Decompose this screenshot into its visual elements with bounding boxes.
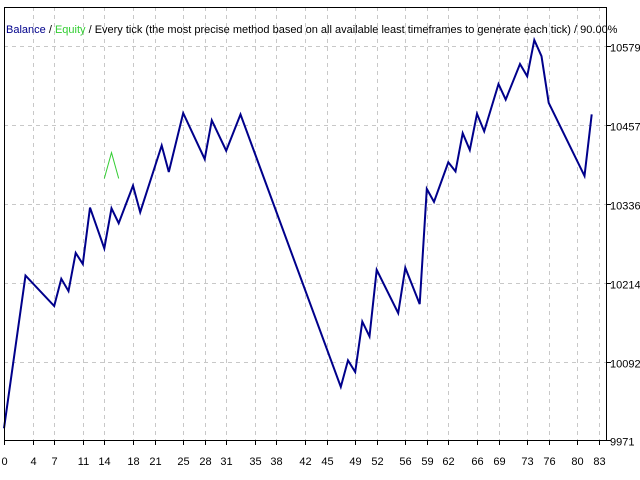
x-tick-label: 14 — [98, 456, 110, 468]
equity-series-line — [103, 150, 120, 179]
header-separator: / — [571, 24, 580, 36]
axes: 0 4 7 11 14 18 21 25 28 31 35 38 42 45 49 52 56 59 62 66 69 7… — [1, 43, 640, 469]
x-tick-label: 42 — [299, 456, 311, 468]
x-tick-label: 21 — [149, 456, 161, 468]
y-tick-label: 10092 — [610, 359, 640, 371]
x-tick-label: 80 — [571, 456, 583, 468]
x-tick-label: 73 — [521, 456, 533, 468]
x-tick-label: 62 — [442, 456, 454, 468]
x-tick-label: 45 — [321, 456, 333, 468]
x-tick-label: 66 — [471, 456, 483, 468]
x-tick-label: 0 — [1, 456, 7, 468]
x-tick-label: 83 — [593, 456, 605, 468]
test-model-description: Every tick (the most precise method base… — [95, 24, 571, 36]
x-tick-label: 38 — [270, 456, 282, 468]
grid — [4, 7, 606, 441]
series-layer — [3, 36, 593, 429]
x-tick-label: 31 — [220, 456, 232, 468]
x-tick-label: 35 — [249, 456, 261, 468]
x-tick-label: 59 — [421, 456, 433, 468]
x-tick-label: 49 — [349, 456, 361, 468]
x-tick-label: 25 — [177, 456, 189, 468]
x-tick-label: 7 — [51, 456, 57, 468]
y-tick-label: 9971 — [610, 437, 634, 449]
x-tick-label: 4 — [30, 456, 36, 468]
y-tick-label: 10457 — [610, 122, 640, 134]
y-tick-label: 10336 — [610, 201, 640, 213]
modelling-quality: 90.00% — [580, 24, 618, 36]
y-tick-label: 10214 — [610, 280, 640, 292]
x-tick-label: 56 — [399, 456, 411, 468]
header-separator: / — [86, 24, 95, 36]
x-tick-label: 76 — [543, 456, 555, 468]
balance-series-line — [3, 36, 593, 429]
chart-header: Balance / Equity / Every tick (the most … — [6, 24, 618, 36]
legend-balance: Balance — [6, 24, 46, 36]
x-tick-label: 52 — [371, 456, 383, 468]
legend-equity: Equity — [55, 24, 86, 36]
x-tick-label: 11 — [78, 456, 89, 468]
x-tick-label: 69 — [493, 456, 505, 468]
header-separator: / — [46, 24, 55, 36]
y-tick-label: 10579 — [610, 43, 640, 55]
x-tick-label: 28 — [199, 456, 211, 468]
x-tick-label: 18 — [127, 456, 139, 468]
